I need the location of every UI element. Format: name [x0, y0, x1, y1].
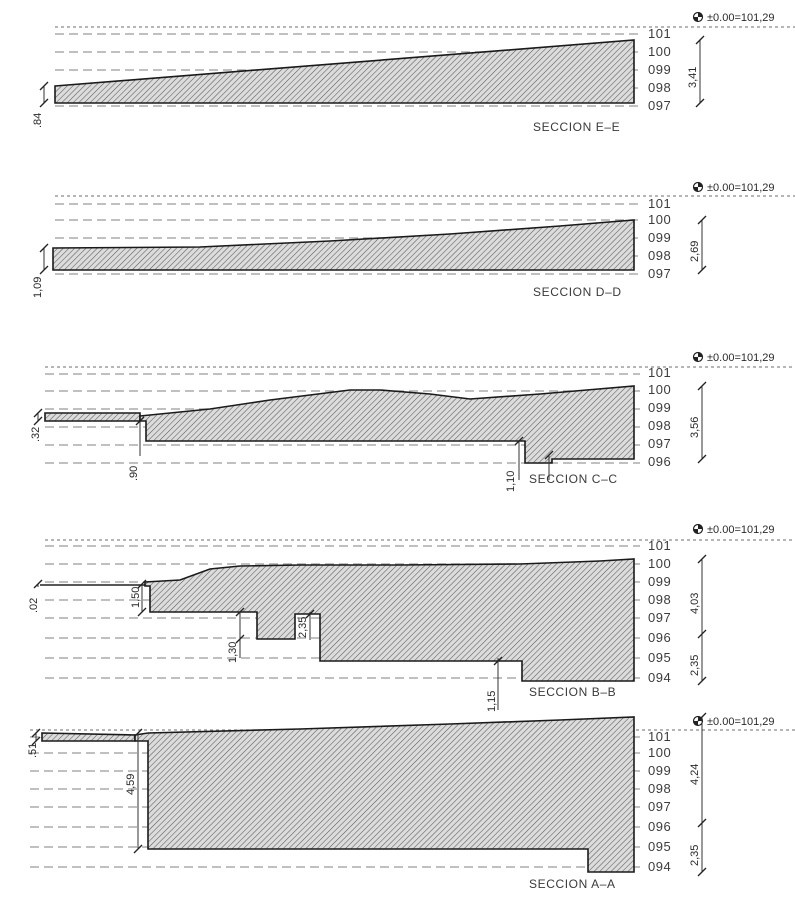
level-datum-icon	[692, 181, 704, 193]
dimensions: .51 4,59 4,24 2,35	[27, 712, 707, 877]
section-profile-slab	[44, 412, 141, 422]
level-label: 099	[648, 763, 671, 778]
level-datum-icon	[692, 351, 704, 363]
dimension-label: 1,30	[227, 642, 239, 663]
dimension-label: .02	[28, 598, 40, 613]
level-label: 101	[648, 196, 671, 211]
level-label: 095	[648, 839, 671, 854]
level-label: 097	[648, 610, 671, 625]
dimension-label: 2,35	[689, 655, 701, 676]
dimension-label: 3,41	[687, 67, 699, 88]
reference-level-label: ±0.00=101,29	[707, 12, 775, 24]
dimension-label: .51	[27, 743, 39, 758]
reference-level: ±0.00=101,29	[692, 523, 775, 536]
dimensions: 1,09 2,69	[32, 215, 707, 298]
level-datum-icon	[692, 523, 704, 535]
level-label: 101	[648, 729, 671, 744]
level-label: 099	[648, 400, 671, 415]
level-datum-icon	[692, 11, 704, 23]
dimension-label: 1,15	[486, 691, 498, 712]
reference-level: ±0.00=101,29	[692, 351, 775, 364]
level-label: 101	[648, 26, 671, 41]
dimensions: .02 1,50 1,30 2,35 1,15 4,03 2,35	[28, 554, 707, 712]
level-labels: 101 100 099 098 097 096 095 094	[648, 538, 671, 685]
section-b: ±0.00=101,29 101 100 099 098 097 096 095…	[28, 523, 795, 712]
section-title: SECCION C–C	[529, 472, 618, 486]
level-label: 097	[648, 98, 671, 113]
dimension-label: 2,69	[689, 241, 701, 262]
section-d: ±0.00=101,29 101 100 099 098 097 1,09 2,…	[32, 181, 795, 299]
reference-level-label: ±0.00=101,29	[707, 182, 775, 194]
dimension-label: .84	[32, 113, 44, 128]
level-label: 100	[648, 44, 671, 59]
dimension-label: 3,56	[689, 417, 701, 438]
level-label: 100	[648, 212, 671, 227]
section-profile	[134, 716, 635, 873]
reference-level-label: ±0.00=101,29	[707, 524, 775, 536]
dimensions: .84 3,41	[32, 35, 705, 128]
level-label: 100	[648, 745, 671, 760]
level-label: 096	[648, 630, 671, 645]
level-label: 098	[648, 592, 671, 607]
level-label: 099	[648, 230, 671, 245]
level-label: 101	[648, 365, 671, 380]
level-label: 099	[648, 62, 671, 77]
dimension-label: 2,35	[297, 617, 309, 638]
level-labels: 101 100 099 098 097	[648, 196, 671, 281]
section-title: SECCION D–D	[533, 285, 622, 299]
section-title: SECCION A–A	[529, 877, 616, 891]
dimension-label: 1,50	[130, 587, 142, 608]
level-label: 101	[648, 538, 671, 553]
reference-level: ±0.00=101,29	[692, 181, 775, 194]
dimension-label: 1,09	[32, 277, 44, 298]
section-e: ±0.00=101,29 101 100 099 098 097 .84 3,4…	[32, 11, 795, 134]
section-c: ±0.00=101,29 101 100 099 098 097 096 .32…	[30, 351, 795, 492]
level-label: 096	[648, 454, 671, 469]
reference-level: ±0.00=101,29	[692, 715, 775, 728]
level-label: 099	[648, 574, 671, 589]
dimension-label: .90	[128, 466, 140, 481]
section-profile	[144, 558, 635, 682]
level-labels: 101 100 099 098 097 096 095 094	[648, 729, 671, 874]
section-title: SECCION E–E	[533, 120, 620, 134]
reference-level: ±0.00=101,29	[692, 11, 775, 24]
level-label: 098	[648, 248, 671, 263]
dimension-label: 2,35	[689, 845, 701, 866]
level-label: 094	[648, 670, 671, 685]
level-label: 100	[648, 382, 671, 397]
level-label: 095	[648, 650, 671, 665]
reference-level-label: ±0.00=101,29	[707, 716, 775, 728]
section-title: SECCION B–B	[529, 685, 616, 699]
section-a: ±0.00=101,29 101 100 099 098 097 096 095…	[27, 712, 795, 891]
dimension-label: 4,03	[689, 593, 701, 614]
level-label: 094	[648, 859, 671, 874]
level-label: 098	[648, 418, 671, 433]
level-label: 098	[648, 80, 671, 95]
level-labels: 101 100 099 098 097 096	[648, 365, 671, 469]
dimensions: .32 .90 1,10 3,56	[30, 381, 707, 492]
section-profile	[54, 39, 635, 104]
level-label: 097	[648, 799, 671, 814]
section-profile	[52, 219, 635, 271]
level-label: 100	[648, 556, 671, 571]
level-label: 097	[648, 436, 671, 451]
level-label: 098	[648, 781, 671, 796]
section-profile	[139, 385, 635, 464]
dimension-label: 4,24	[689, 764, 701, 785]
dimension-label: 4,59	[125, 774, 137, 795]
level-label: 097	[648, 266, 671, 281]
level-label: 096	[648, 819, 671, 834]
dimension-label: 1,10	[505, 471, 517, 492]
dimension-label: .32	[30, 427, 42, 442]
level-labels: 101 100 099 098 097	[648, 26, 671, 113]
section-profile-slab	[41, 732, 136, 742]
reference-level-label: ±0.00=101,29	[707, 352, 775, 364]
